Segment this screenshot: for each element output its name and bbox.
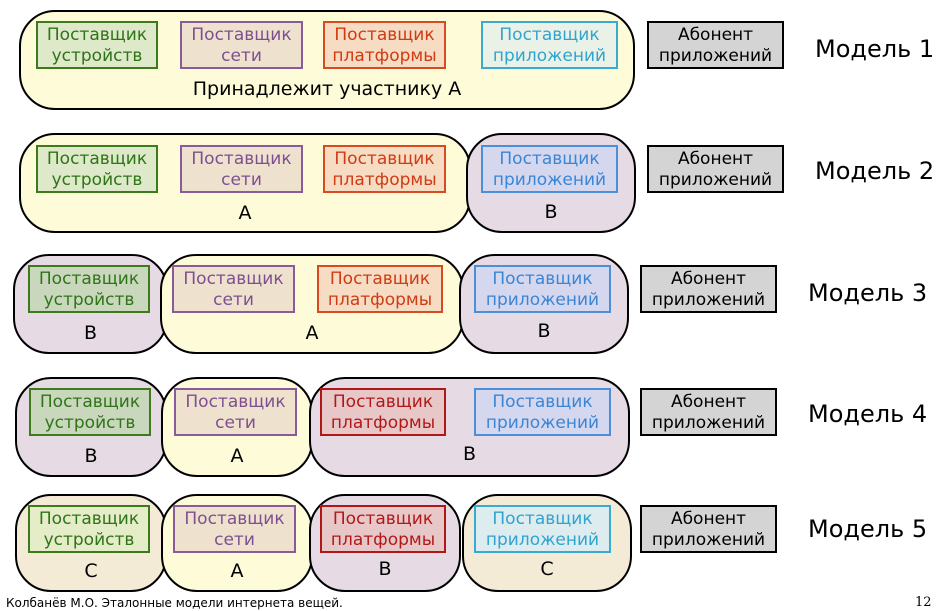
model5-group-a-label: A bbox=[230, 560, 244, 582]
model3-group-a-label: A bbox=[305, 322, 319, 344]
model2-application-subscriber: Абонент приложений bbox=[647, 145, 784, 193]
model3-device-provider: Поставщик устройств bbox=[28, 265, 150, 313]
model3-title: Модель 3 bbox=[808, 279, 928, 307]
model1-device-provider: Поставщик устройств bbox=[36, 21, 158, 69]
model3-application-provider: Поставщик приложений bbox=[474, 265, 611, 313]
model3-group-b-right-label: B bbox=[537, 320, 551, 342]
model1-network-provider: Поставщик сети bbox=[180, 21, 303, 69]
model1-group-a-label: Принадлежит участнику A bbox=[192, 78, 462, 100]
model2-network-provider: Поставщик сети bbox=[180, 145, 303, 193]
model5-group-c-right-label: C bbox=[540, 558, 554, 580]
model2-title: Модель 2 bbox=[815, 157, 935, 185]
model4-group-b-right-label: B bbox=[462, 443, 477, 465]
model4-network-provider: Поставщик сети bbox=[174, 388, 297, 436]
model2-group-a-label: A bbox=[238, 202, 252, 224]
model2-application-provider: Поставщик приложений bbox=[481, 145, 618, 193]
page-number: 12 bbox=[915, 595, 932, 610]
model2-device-provider: Поставщик устройств bbox=[36, 145, 158, 193]
footer-citation: Колбанёв М.О. Эталонные модели интернета… bbox=[6, 596, 343, 610]
model4-group-b-left-label: B bbox=[84, 445, 98, 467]
model1-title: Модель 1 bbox=[815, 35, 935, 63]
model3-application-subscriber: Абонент приложений bbox=[640, 265, 777, 313]
model5-network-provider: Поставщик сети bbox=[173, 505, 296, 553]
model2-group-b-label: B bbox=[544, 201, 558, 223]
model4-application-provider: Поставщик приложений bbox=[474, 388, 611, 436]
model5-group-b-label: B bbox=[378, 558, 392, 580]
model2-platform-provider: Поставщик платформы bbox=[323, 145, 446, 193]
model3-network-provider: Поставщик сети bbox=[172, 265, 295, 313]
model1-application-subscriber: Абонент приложений bbox=[647, 21, 784, 69]
model4-application-subscriber: Абонент приложений bbox=[640, 388, 777, 436]
model4-title: Модель 4 bbox=[808, 400, 928, 428]
model3-group-b-left-label: B bbox=[83, 322, 98, 344]
model5-platform-provider: Поставщик платформы bbox=[320, 505, 446, 553]
model4-device-provider: Поставщик устройств bbox=[29, 388, 151, 436]
model5-application-subscriber: Абонент приложений bbox=[640, 505, 777, 553]
model5-title: Модель 5 bbox=[808, 515, 928, 543]
model4-platform-provider: Поставщик платформы bbox=[320, 388, 446, 436]
model5-application-provider: Поставщик приложений bbox=[474, 505, 611, 553]
model4-group-a-label: A bbox=[230, 445, 244, 467]
model5-group-c-left-label: C bbox=[84, 560, 98, 582]
model5-device-provider: Поставщик устройств bbox=[28, 505, 150, 553]
model3-platform-provider: Поставщик платформы bbox=[317, 265, 443, 313]
model1-application-provider: Поставщик приложений bbox=[481, 21, 618, 69]
model1-platform-provider: Поставщик платформы bbox=[323, 21, 446, 69]
